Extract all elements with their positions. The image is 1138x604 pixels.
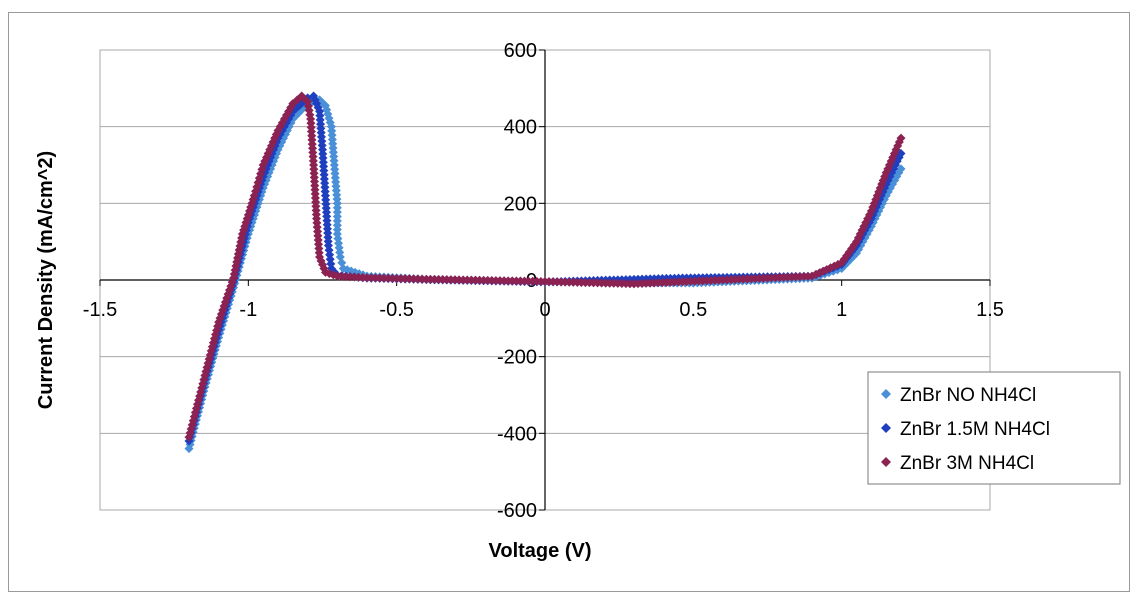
legend: ZnBr NO NH4Cl ZnBr 1.5M NH4Cl ZnBr 3M NH4C… bbox=[867, 371, 1121, 485]
y-tick-label-5: -400 bbox=[497, 423, 537, 445]
y-axis-title: Current Density (mA/cm^2) bbox=[35, 151, 57, 409]
y-tick-label-1: 400 bbox=[504, 117, 537, 139]
x-tick-label-5: 1 bbox=[836, 299, 847, 321]
series-2 bbox=[184, 91, 906, 442]
x-tick-label-1: -1 bbox=[239, 299, 257, 321]
data-point bbox=[247, 198, 257, 208]
x-tick-label-3: 0 bbox=[539, 299, 550, 321]
chart-frame bbox=[8, 12, 1130, 592]
y-tick-label-6: -600 bbox=[497, 500, 537, 522]
legend-box bbox=[867, 371, 1121, 485]
x-axis-title: Voltage (V) bbox=[489, 540, 592, 562]
data-point bbox=[325, 250, 335, 260]
data-point bbox=[314, 248, 324, 258]
legend-marker-2 bbox=[881, 457, 891, 467]
x-tick-label-4: 0.5 bbox=[679, 299, 707, 321]
legend-marker-1 bbox=[881, 423, 891, 433]
x-tick-label-0: -1.5 bbox=[83, 299, 117, 321]
data-point bbox=[896, 133, 906, 143]
data-point bbox=[896, 164, 906, 174]
legend-label-0: ZnBr NO NH4Cl bbox=[900, 385, 1036, 406]
legend-label-1: ZnBr 1.5M NH4Cl bbox=[900, 419, 1050, 440]
legend-label-2: ZnBr 3M NH4Cl bbox=[900, 453, 1034, 474]
legend-marker-0 bbox=[881, 389, 891, 399]
data-point bbox=[326, 122, 336, 132]
y-tick-label-0: 600 bbox=[504, 40, 537, 62]
x-tick-label-2: -0.5 bbox=[379, 299, 413, 321]
x-tick-label-6: 1.5 bbox=[976, 299, 1004, 321]
data-points bbox=[184, 91, 906, 454]
y-tick-label-4: -200 bbox=[497, 347, 537, 369]
y-tick-label-2: 200 bbox=[504, 193, 537, 215]
tick-labels: -1.5-1-0.500.511.56004002000-200-400-600 bbox=[83, 40, 1004, 522]
